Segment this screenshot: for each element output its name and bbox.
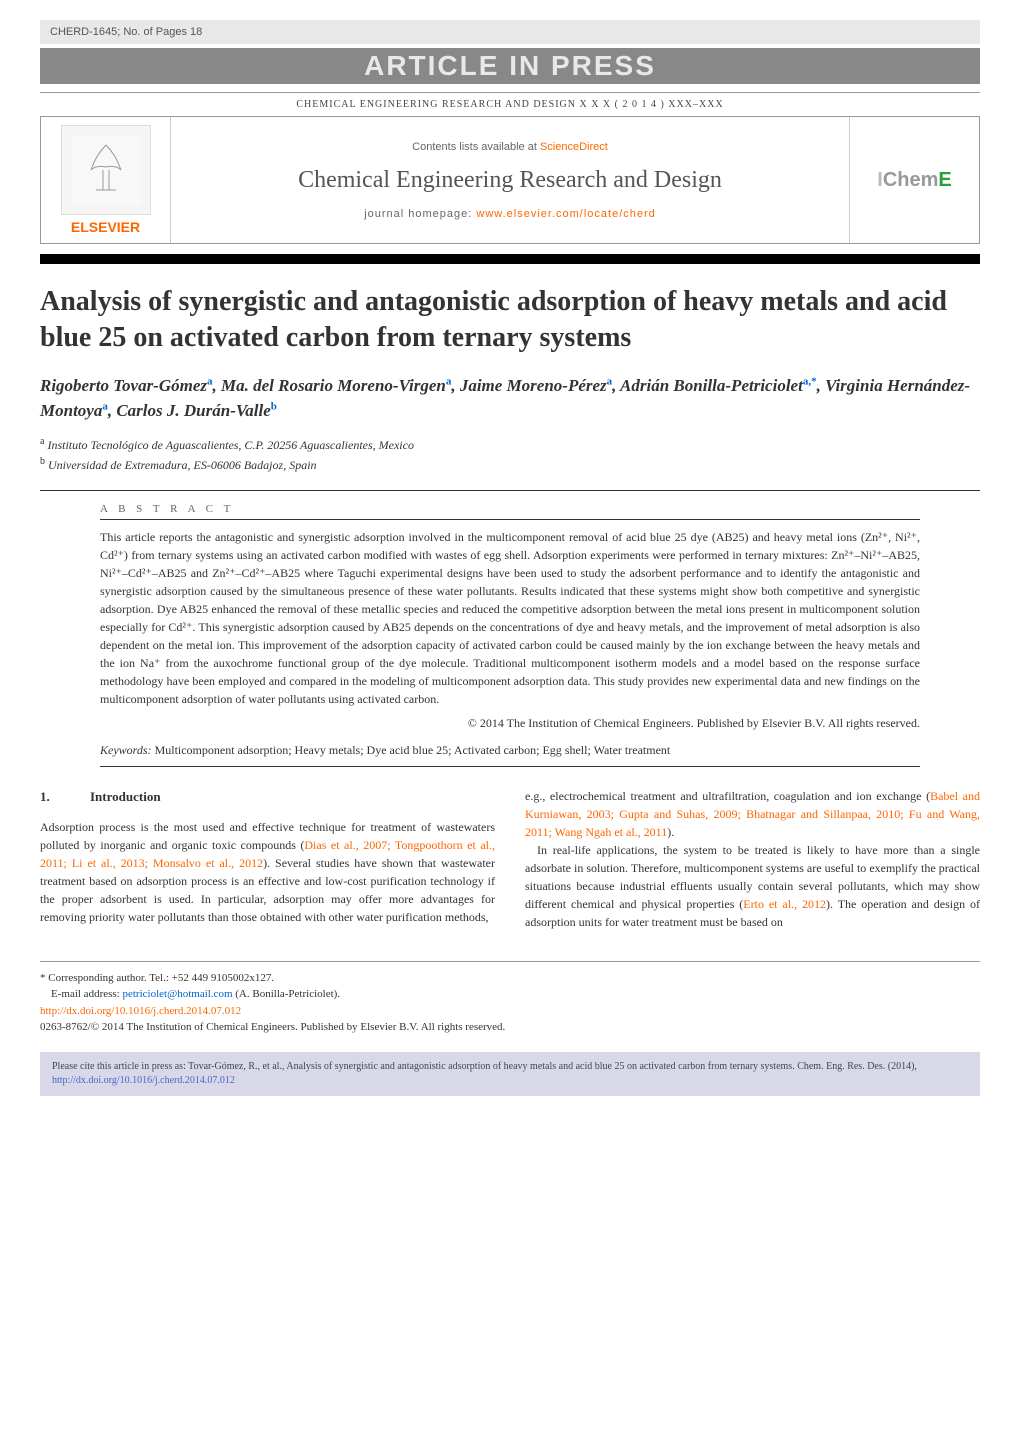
homepage-line: journal homepage: www.elsevier.com/locat…: [191, 208, 829, 220]
article-title: Analysis of synergistic and antagonistic…: [40, 284, 980, 357]
rule: [40, 490, 980, 491]
corresponding-author: * Corresponding author. Tel.: +52 449 91…: [40, 970, 980, 987]
affiliation-a: a Instituto Tecnológico de Aguascaliente…: [40, 434, 980, 454]
section-heading-1: 1.Introduction: [40, 787, 495, 807]
cite-doi-link[interactable]: http://dx.doi.org/10.1016/j.cherd.2014.0…: [52, 1075, 235, 1086]
issn-copyright: 0263-8762/© 2014 The Institution of Chem…: [40, 1019, 980, 1036]
intro-paragraph-1: Adsorption process is the most used and …: [40, 818, 495, 926]
journal-header: ELSEVIER Contents lists available at Sci…: [40, 116, 980, 244]
elsevier-tree-icon: [61, 125, 151, 215]
citation-link[interactable]: Erto et al., 2012: [743, 897, 826, 911]
sciencedirect-link[interactable]: ScienceDirect: [540, 141, 608, 153]
journal-name: Chemical Engineering Research and Design: [191, 167, 829, 194]
column-left: 1.Introduction Adsorption process is the…: [40, 787, 495, 931]
citation-box: Please cite this article in press as: To…: [40, 1052, 980, 1096]
journal-citation: CHEMICAL ENGINEERING RESEARCH AND DESIGN…: [40, 92, 980, 116]
journal-info: Contents lists available at ScienceDirec…: [171, 117, 849, 243]
affiliation-b: b Universidad de Extremadura, ES-06006 B…: [40, 454, 980, 474]
intro-paragraph-2: e.g., electrochemical treatment and ultr…: [525, 787, 980, 841]
publisher-name: ELSEVIER: [71, 219, 140, 235]
footer: * Corresponding author. Tel.: +52 449 91…: [40, 961, 980, 1036]
email-link[interactable]: petriciolet@hotmail.com: [122, 988, 232, 1000]
abstract-label: A B S T R A C T: [100, 503, 920, 515]
authors-list: Rigoberto Tovar-Gómeza, Ma. del Rosario …: [40, 373, 980, 424]
column-right: e.g., electrochemical treatment and ultr…: [525, 787, 980, 931]
keywords-label: Keywords:: [100, 743, 152, 757]
intro-paragraph-3: In real-life applications, the system to…: [525, 841, 980, 931]
divider-bar: [40, 254, 980, 264]
abstract-copyright: © 2014 The Institution of Chemical Engin…: [100, 716, 920, 731]
publisher-logo-box: ELSEVIER: [41, 117, 171, 243]
body-columns: 1.Introduction Adsorption process is the…: [40, 787, 980, 931]
keywords-text: Multicomponent adsorption; Heavy metals;…: [152, 743, 671, 757]
email-line: E-mail address: petriciolet@hotmail.com …: [40, 986, 980, 1003]
abstract-section: A B S T R A C T This article reports the…: [100, 503, 920, 767]
contents-line: Contents lists available at ScienceDirec…: [191, 141, 829, 153]
icheme-logo: IChemE: [877, 169, 951, 192]
article-id-banner: CHERD-1645; No. of Pages 18: [40, 20, 980, 44]
abstract-text: This article reports the antagonistic an…: [100, 528, 920, 708]
affiliations: a Instituto Tecnológico de Aguascaliente…: [40, 434, 980, 474]
keywords: Keywords: Multicomponent adsorption; Hea…: [100, 743, 920, 758]
journal-homepage-link[interactable]: www.elsevier.com/locate/cherd: [476, 208, 655, 220]
rule: [100, 766, 920, 767]
press-banner: ARTICLE IN PRESS: [40, 48, 980, 84]
article-id: CHERD-1645; No. of Pages 18: [50, 26, 202, 38]
society-logo-box: IChemE: [849, 117, 979, 243]
doi-link[interactable]: http://dx.doi.org/10.1016/j.cherd.2014.0…: [40, 1005, 241, 1017]
rule: [100, 519, 920, 520]
doi-line: http://dx.doi.org/10.1016/j.cherd.2014.0…: [40, 1003, 980, 1020]
